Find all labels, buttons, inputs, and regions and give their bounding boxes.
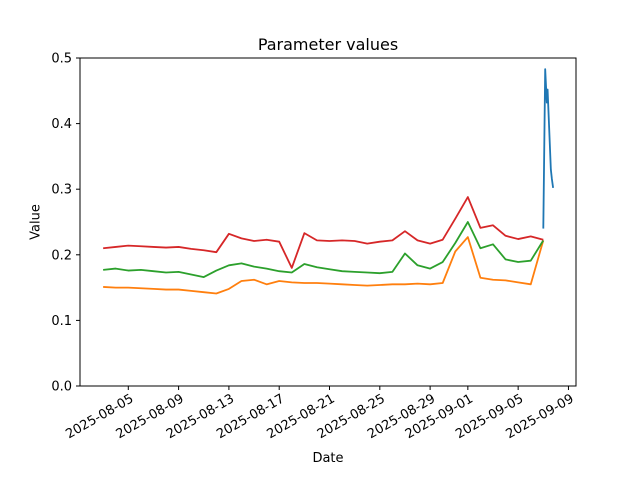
y-tick-label: 0.5: [51, 52, 72, 67]
plot-area-border: [79, 57, 577, 387]
series-green-line: [103, 221, 545, 279]
y-axis-label: Value: [28, 204, 44, 240]
chart-title: Parameter values: [257, 35, 399, 54]
series-red-line: [103, 196, 544, 269]
y-tick-label: 0.2: [51, 248, 72, 263]
x-axis-label: Date: [312, 451, 344, 466]
y-tick-label: 0.4: [51, 117, 72, 132]
y-tick-label: 0.0: [51, 380, 72, 395]
y-tick-label: 0.3: [51, 183, 72, 198]
series-blue-line: [542, 68, 555, 229]
series-orange-line: [103, 236, 545, 295]
y-tick-label: 0.1: [51, 314, 72, 329]
